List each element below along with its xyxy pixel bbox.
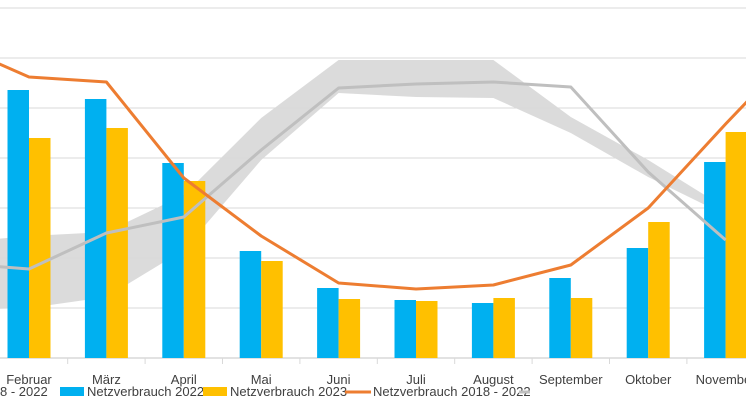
bar-2023	[648, 222, 670, 358]
x-tick-label: Februar	[6, 372, 52, 387]
bar-2023	[29, 138, 51, 358]
line-2018-2022	[0, 62, 746, 291]
bar-2023	[183, 181, 206, 358]
x-tick-label: Oktober	[625, 372, 672, 387]
bars	[7, 90, 746, 358]
legend-label-2018-2022: Netzverbrauch 2018 - 2022	[373, 384, 531, 399]
bar-2022	[84, 99, 107, 358]
bar-2023	[106, 128, 128, 358]
bar-2022	[317, 288, 339, 358]
legend-swatch-2023	[203, 387, 227, 396]
x-tick-label: Juni	[327, 372, 351, 387]
x-tick-label: April	[171, 372, 197, 387]
x-tick-label: September	[539, 372, 603, 387]
legend: 8 - 2022 Netzverbrauch 2022 Netzverbrauc…	[0, 384, 531, 399]
x-tick-label: März	[92, 372, 121, 387]
bar-2022	[162, 163, 184, 358]
bar-2022	[626, 248, 649, 358]
bar-2022	[704, 162, 726, 358]
bar-2022	[549, 278, 571, 358]
x-axis-ticks: Februar März April Mai Juni Juli August Septemb…	[6, 372, 746, 387]
bar-2023	[493, 298, 515, 358]
bar-2022	[7, 90, 29, 358]
legend-label-2023: Netzverbrauch 2023	[230, 384, 347, 399]
bar-2023	[416, 301, 438, 358]
x-tick-label: Juli	[406, 372, 426, 387]
bar-2022	[239, 251, 262, 358]
bar-2023	[261, 261, 283, 358]
x-tick-label: November	[696, 372, 746, 387]
x-tick-label: August	[473, 372, 514, 387]
bar-2023	[338, 299, 361, 358]
legend-label-2022: Netzverbrauch 2022	[87, 384, 204, 399]
bar-2023	[570, 298, 593, 358]
line-gray	[0, 80, 727, 271]
legend-swatch-2022	[60, 387, 84, 396]
bar-2023	[725, 132, 746, 358]
x-tick-label: Mai	[251, 372, 272, 387]
legend-fragment-label: 8 - 2022	[0, 384, 48, 399]
bar-2022	[394, 300, 416, 358]
lines	[0, 62, 746, 291]
bar-2022	[471, 303, 494, 358]
